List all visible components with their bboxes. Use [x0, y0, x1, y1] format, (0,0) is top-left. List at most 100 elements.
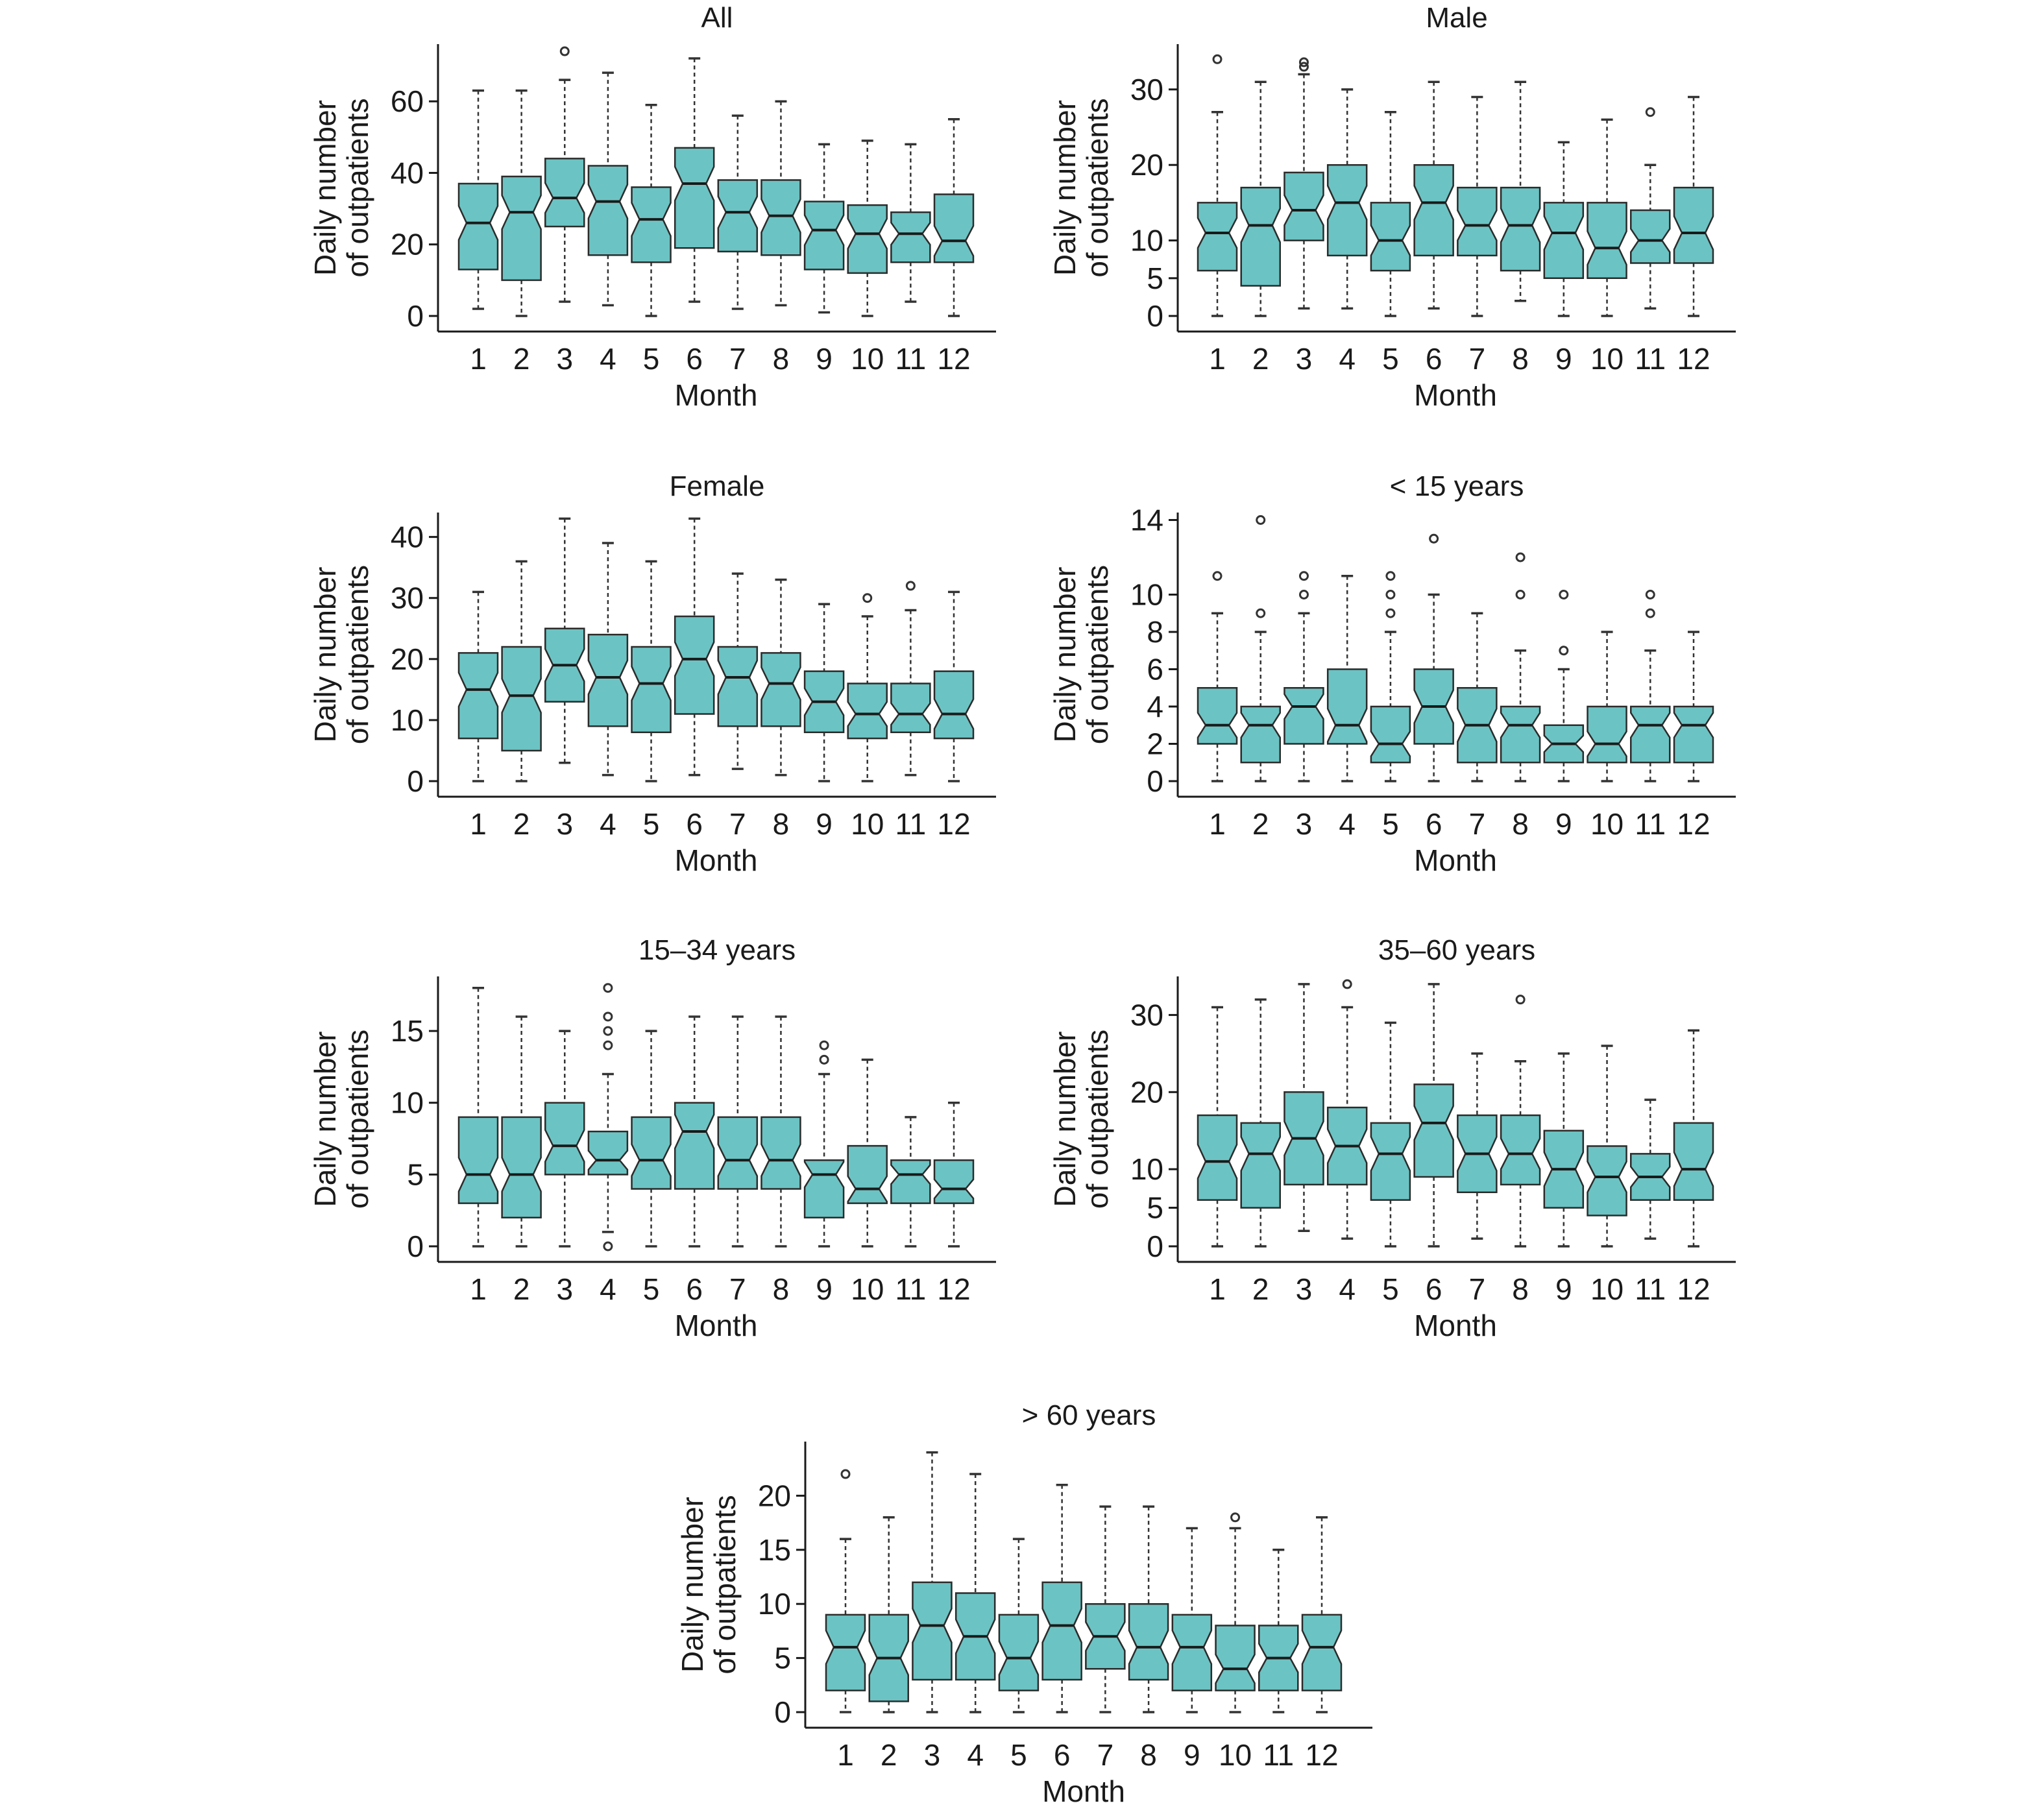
y-axis-label: of outpatients [341, 1030, 374, 1209]
y-axis-label: Daily number [1048, 1032, 1082, 1207]
notched-box [1171, 1614, 1213, 1691]
x-tick-label: 8 [1140, 1738, 1157, 1772]
x-tick-label: 6 [1426, 1272, 1442, 1306]
notched-box [1197, 202, 1238, 272]
y-tick-label: 5 [774, 1641, 791, 1675]
notched-box [933, 193, 975, 263]
y-tick-label: 10 [1130, 1152, 1163, 1186]
box-1 [457, 986, 499, 1248]
outlier-point [1559, 646, 1569, 656]
notched-box [1587, 202, 1627, 280]
notched-box [587, 633, 629, 727]
x-tick-label: 7 [1469, 807, 1486, 841]
x-tick-label: 12 [937, 807, 970, 841]
notched-box [1240, 186, 1281, 287]
y-tick-label: 10 [1130, 224, 1163, 258]
box-2 [1240, 80, 1281, 317]
y-axis-label: Daily number [308, 1032, 342, 1207]
y-tick-label: 14 [1130, 503, 1163, 537]
y-tick-label: 10 [391, 1086, 424, 1120]
box-10 [847, 1058, 888, 1248]
outlier-point [1385, 608, 1396, 618]
outlier-point [1298, 571, 1309, 581]
notched-box [1197, 687, 1238, 745]
box-5 [631, 1030, 672, 1248]
box-8 [1500, 80, 1541, 302]
box-8 [1500, 552, 1541, 782]
x-tick-label: 3 [1296, 807, 1313, 841]
x-tick-label: 6 [686, 342, 703, 376]
y-axis-label: of outpatients [1080, 98, 1114, 277]
outlier-point [1212, 54, 1223, 64]
y-tick-label: 40 [391, 520, 424, 554]
notched-box [1301, 1614, 1343, 1691]
y-tick-label: 8 [1147, 615, 1163, 649]
notched-box [933, 670, 975, 740]
notched-box [717, 179, 759, 253]
outlier-point [1385, 571, 1396, 581]
notched-box [1215, 1625, 1256, 1691]
y-tick-label: 20 [1130, 1075, 1163, 1109]
chart-title: All [701, 2, 733, 34]
x-tick-label: 9 [816, 342, 833, 376]
box-1 [825, 1469, 866, 1713]
x-tick-label: 6 [686, 807, 703, 841]
y-tick-label: 0 [1147, 299, 1163, 333]
notched-box [1457, 186, 1498, 257]
box-7 [1457, 612, 1498, 782]
box-11 [1630, 590, 1671, 782]
chart-title: 35–60 years [1378, 934, 1535, 966]
box-5 [1370, 571, 1411, 782]
box-11 [890, 1116, 931, 1248]
y-tick-label: 30 [1130, 998, 1163, 1032]
box-4 [1326, 88, 1368, 310]
outlier-point [819, 1054, 829, 1065]
box-8 [1128, 1505, 1169, 1713]
notched-box [1284, 171, 1324, 241]
x-tick-label: 2 [1252, 807, 1269, 841]
x-axis-label: Month [1414, 378, 1497, 412]
box-4 [587, 983, 629, 1252]
notched-box [890, 683, 931, 733]
box-6 [674, 1015, 715, 1248]
chart-title: > 60 years [1022, 1399, 1156, 1431]
y-tick-label: 0 [774, 1695, 791, 1729]
x-tick-label: 7 [1469, 342, 1486, 376]
x-tick-label: 8 [773, 1272, 790, 1306]
box-2 [501, 1015, 542, 1248]
x-tick-label: 2 [1252, 1272, 1269, 1306]
box-2 [501, 560, 542, 782]
box-5 [998, 1538, 1040, 1713]
outlier-point [1385, 590, 1396, 599]
box-10 [1587, 118, 1627, 317]
x-tick-label: 8 [773, 342, 790, 376]
notched-box [890, 211, 931, 263]
x-tick-label: 10 [1590, 1272, 1624, 1306]
x-tick-label: 6 [1426, 342, 1442, 376]
box-3 [912, 1451, 953, 1713]
x-axis-label: Month [1042, 1774, 1125, 1808]
box-9 [1543, 1052, 1585, 1248]
y-axis-label: of outpatients [341, 98, 374, 277]
notched-box [1370, 202, 1411, 272]
outlier-point [603, 1040, 613, 1050]
notched-box [1543, 202, 1585, 280]
y-tick-label: 2 [1147, 727, 1163, 761]
x-tick-label: 11 [895, 342, 926, 376]
box-6 [674, 57, 715, 303]
box-8 [1500, 995, 1541, 1248]
box-8 [760, 100, 801, 307]
notched-box [912, 1581, 953, 1681]
x-tick-label: 3 [924, 1738, 941, 1772]
box-11 [1258, 1549, 1299, 1713]
outlier-point [1429, 533, 1439, 544]
box-7 [717, 114, 759, 310]
y-tick-label: 0 [407, 1229, 424, 1263]
box-6 [1413, 983, 1454, 1248]
box-10 [1587, 631, 1627, 782]
notched-box [1326, 163, 1368, 257]
box-12 [933, 590, 975, 782]
